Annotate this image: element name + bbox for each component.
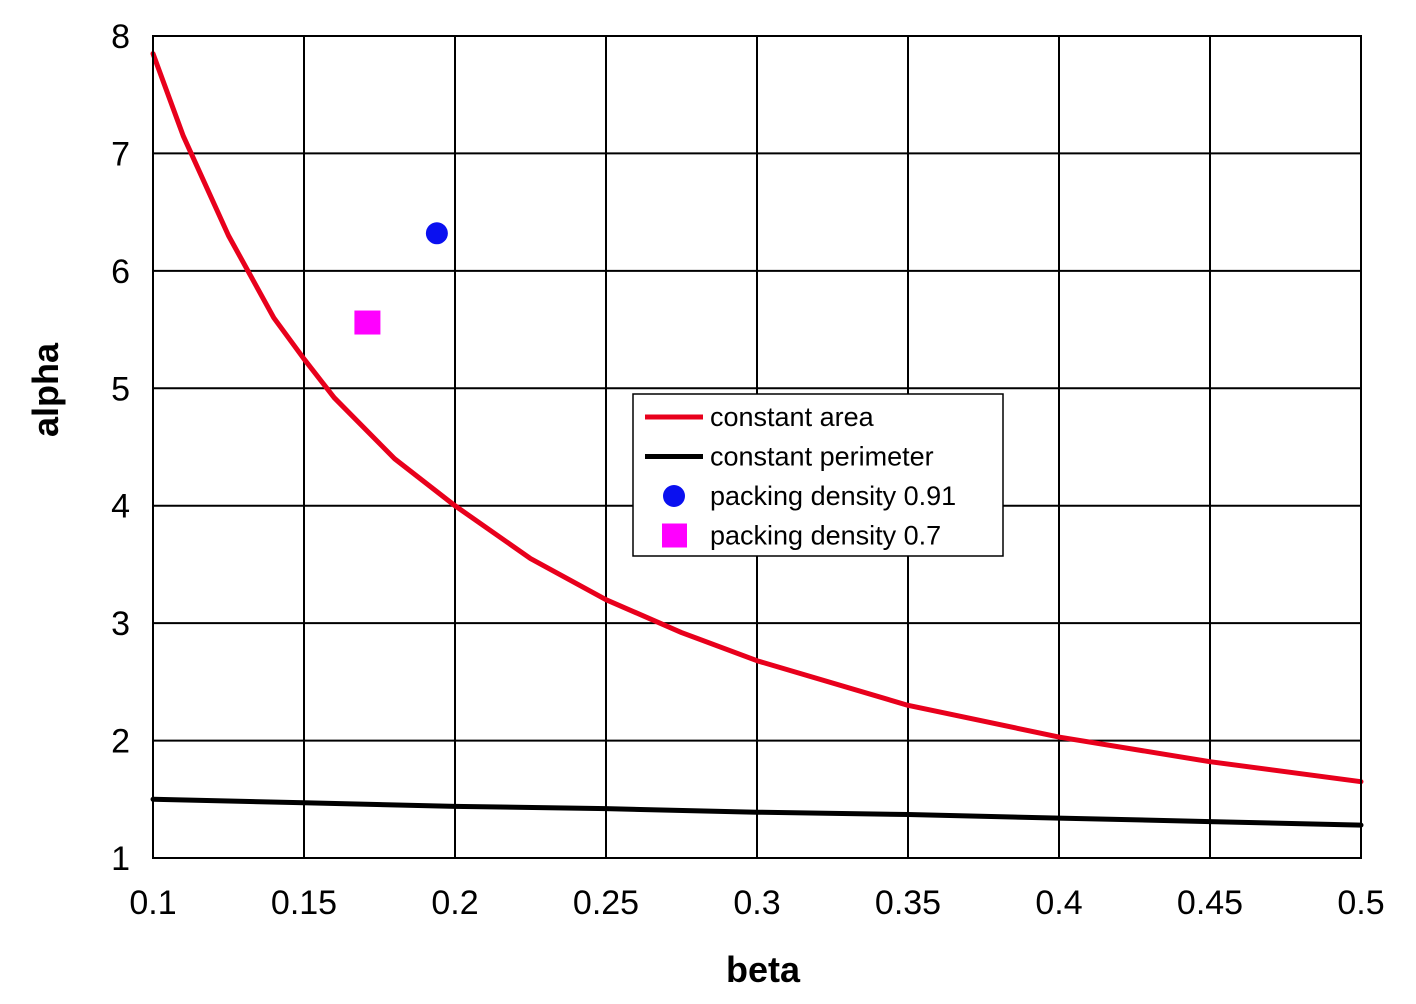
data-point-packing-density-0-91 [425, 222, 448, 245]
y-tick-label: 2 [111, 723, 130, 761]
x-tick-label: 0.2 [431, 884, 478, 922]
x-tick-label: 0.45 [1177, 884, 1243, 922]
y-tick-label: 7 [111, 135, 130, 173]
legend-label-packing-density-0-7: packing density 0.7 [710, 521, 941, 551]
data-point-packing-density-0-7 [354, 310, 381, 335]
x-tick-label: 0.25 [573, 884, 639, 922]
y-axis-title: alpha [25, 342, 66, 437]
y-tick-label: 4 [111, 488, 130, 526]
series-line-constant-area [150, 51, 1364, 785]
x-tick-label: 0.4 [1035, 884, 1082, 922]
plot-frame [152, 35, 1362, 859]
y-tick-label: 6 [111, 253, 130, 291]
y-tick-labels: 1 2 3 4 5 6 7 8 [111, 18, 130, 878]
y-tick-label: 1 [111, 840, 130, 878]
x-tick-label: 0.1 [129, 884, 176, 922]
legend-label-constant-area: constant area [710, 402, 875, 432]
series-line-constant-perimeter [150, 796, 1364, 828]
y-tick-label: 8 [111, 18, 130, 56]
x-tick-label: 0.15 [271, 884, 337, 922]
x-tick-label: 0.3 [733, 884, 780, 922]
legend-label-packing-density-0-91: packing density 0.91 [710, 481, 956, 511]
x-axis-title: beta [726, 949, 801, 990]
legend-swatch-packing-density-0-7 [662, 523, 687, 548]
legend: constant area constant perimeter packing d… [632, 393, 1004, 557]
x-tick-label: 0.5 [1337, 884, 1384, 922]
legend-label-constant-perimeter: constant perimeter [710, 442, 934, 472]
legend-box [632, 393, 1004, 557]
plot-series [150, 51, 1364, 828]
y-tick-label: 3 [111, 605, 130, 643]
y-tick-label: 5 [111, 370, 130, 408]
x-tick-label: 0.35 [875, 884, 941, 922]
x-tick-labels: 0.1 0.15 0.2 0.25 0.3 0.35 0.4 0.45 0.5 [129, 884, 1384, 922]
legend-swatch-packing-density-0-91 [663, 485, 685, 507]
